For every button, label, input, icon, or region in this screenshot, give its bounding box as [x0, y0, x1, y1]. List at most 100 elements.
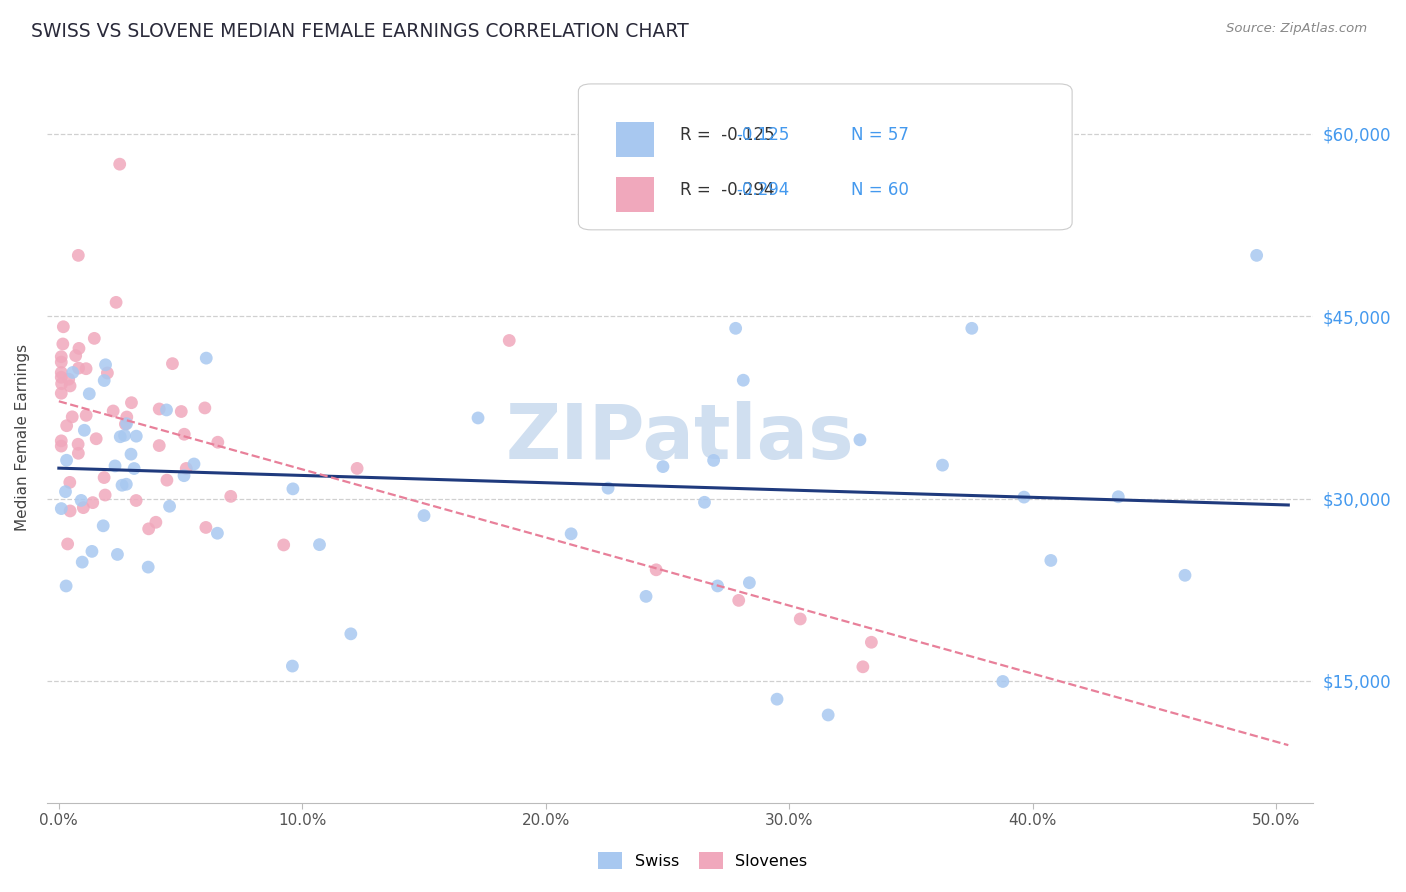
Point: [817, 708, 839, 723]
Point: [82, 495, 104, 509]
Point: [560, 526, 582, 541]
Point: [991, 674, 1014, 689]
Point: [960, 321, 983, 335]
Point: [67, 342, 90, 356]
Point: [59, 379, 82, 393]
Point: [55, 418, 77, 433]
Point: [65, 349, 87, 363]
Point: [125, 429, 148, 443]
Point: [93, 374, 115, 388]
Point: [467, 411, 489, 425]
Point: [67, 248, 90, 262]
Text: -0.125: -0.125: [737, 126, 790, 144]
Text: N = 57: N = 57: [851, 126, 908, 144]
Point: [413, 508, 436, 523]
Point: [852, 660, 875, 674]
Point: [51, 434, 73, 448]
Point: [72, 500, 94, 515]
Point: [170, 404, 193, 418]
Point: [207, 435, 229, 450]
Point: [51, 355, 73, 369]
Text: SWISS VS SLOVENE MEDIAN FEMALE EARNINGS CORRELATION CHART: SWISS VS SLOVENE MEDIAN FEMALE EARNINGS …: [31, 22, 689, 41]
Point: [55, 484, 77, 499]
Text: N = 60: N = 60: [851, 181, 908, 199]
Text: -0.294: -0.294: [737, 181, 790, 199]
Point: [110, 430, 132, 444]
Point: [281, 659, 304, 673]
Point: [115, 410, 138, 425]
Point: [104, 458, 127, 473]
Point: [70, 555, 93, 569]
Point: [67, 437, 90, 451]
Y-axis label: Median Female Earnings: Median Female Earnings: [15, 344, 30, 532]
Point: [51, 501, 73, 516]
Legend: Swiss, Slovenes: Swiss, Slovenes: [591, 845, 815, 877]
Point: [70, 493, 93, 508]
Point: [703, 453, 725, 467]
FancyBboxPatch shape: [616, 122, 654, 157]
Point: [860, 635, 883, 649]
Point: [94, 488, 117, 502]
Point: [173, 468, 195, 483]
Point: [52, 337, 75, 351]
Point: [120, 447, 142, 461]
Point: [693, 495, 716, 509]
Point: [55, 453, 77, 467]
Point: [51, 366, 73, 380]
Point: [174, 461, 197, 475]
Point: [738, 575, 761, 590]
Point: [1107, 490, 1129, 504]
Point: [138, 522, 160, 536]
Point: [77, 386, 100, 401]
Point: [766, 692, 789, 706]
Point: [83, 331, 105, 345]
Point: [195, 351, 218, 365]
Point: [67, 446, 90, 460]
Point: [136, 560, 159, 574]
Point: [148, 402, 170, 417]
Point: [91, 518, 114, 533]
Point: [733, 373, 755, 387]
Point: [706, 579, 728, 593]
Point: [60, 409, 83, 424]
Point: [108, 157, 131, 171]
Point: [148, 439, 170, 453]
Point: [56, 537, 79, 551]
Point: [114, 428, 136, 442]
Point: [94, 358, 117, 372]
Text: ZIPatlas: ZIPatlas: [505, 401, 853, 475]
Point: [194, 401, 217, 415]
Point: [183, 457, 205, 471]
Point: [308, 538, 330, 552]
Point: [498, 334, 520, 348]
Point: [111, 478, 134, 492]
Point: [115, 417, 138, 431]
Point: [346, 461, 368, 475]
Point: [1012, 490, 1035, 504]
Point: [51, 370, 73, 384]
Point: [1174, 568, 1197, 582]
Point: [645, 563, 668, 577]
Point: [173, 427, 195, 442]
Point: [73, 423, 96, 437]
Point: [51, 376, 73, 391]
Point: [120, 395, 142, 409]
Point: [162, 357, 184, 371]
Point: [634, 590, 657, 604]
Point: [114, 417, 136, 431]
Point: [156, 473, 179, 487]
Point: [75, 409, 97, 423]
Point: [59, 475, 82, 490]
Point: [281, 482, 304, 496]
Point: [105, 295, 128, 310]
Point: [931, 458, 953, 472]
Point: [340, 627, 363, 641]
Point: [724, 321, 747, 335]
Point: [122, 461, 145, 475]
FancyBboxPatch shape: [578, 84, 1073, 230]
Point: [101, 404, 124, 418]
Point: [51, 439, 73, 453]
Point: [219, 489, 242, 503]
Point: [107, 548, 129, 562]
Point: [652, 459, 675, 474]
